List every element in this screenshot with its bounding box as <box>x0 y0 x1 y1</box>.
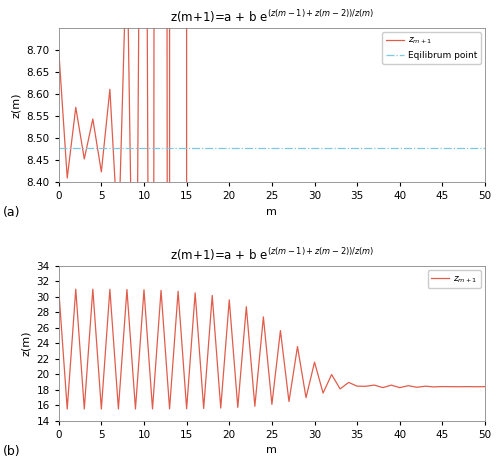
X-axis label: m: m <box>266 445 278 455</box>
Title: z(m+1)=a + b e$^{(z(m-1)+z(m-2))/z(m)}$: z(m+1)=a + b e$^{(z(m-1)+z(m-2))/z(m)}$ <box>170 247 374 263</box>
Text: (a): (a) <box>4 206 21 219</box>
$z_{m+1}$ <box>371 382 377 388</box>
Y-axis label: z(m): z(m) <box>11 92 21 118</box>
$z_{m+1}$ <box>158 287 164 293</box>
$z_{m+1}$ <box>482 384 488 389</box>
Text: (b): (b) <box>4 445 21 458</box>
Legend: $z_{m+1}$: $z_{m+1}$ <box>428 271 480 288</box>
$z_{m+1}$ <box>474 384 480 389</box>
Line: $z_{m+1}$: $z_{m+1}$ <box>58 0 204 468</box>
$z_{m+1}$ <box>56 47 62 53</box>
$z_{m+1}$ <box>56 286 62 292</box>
Legend: $z_{m+1}$, Eqilibrum point: $z_{m+1}$, Eqilibrum point <box>382 32 480 64</box>
Eqilibrum point <box>64 145 70 150</box>
$z_{m+1}$ <box>200 406 206 411</box>
$z_{m+1}$ <box>192 290 198 296</box>
Title: z(m+1)=a + b e$^{(z(m-1)+z(m-2))/z(m)}$: z(m+1)=a + b e$^{(z(m-1)+z(m-2))/z(m)}$ <box>170 8 374 25</box>
Eqilibrum point <box>56 145 62 150</box>
X-axis label: m: m <box>266 207 278 217</box>
$z_{m+1}$ <box>346 380 352 385</box>
Y-axis label: z(m): z(m) <box>21 330 31 356</box>
Line: $z_{m+1}$: $z_{m+1}$ <box>58 289 485 409</box>
$z_{m+1}$ <box>64 406 70 412</box>
